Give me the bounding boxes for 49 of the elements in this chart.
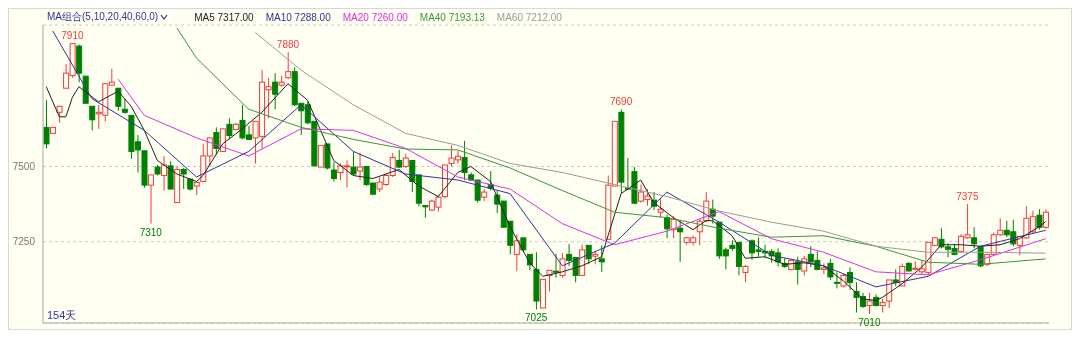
candlestick	[161, 155, 168, 192]
candlestick	[1042, 208, 1049, 230]
candlestick	[585, 244, 592, 265]
candlestick	[461, 140, 468, 181]
candlestick	[285, 51, 292, 80]
candlestick	[664, 214, 671, 239]
candlestick	[833, 271, 840, 289]
candlestick	[513, 233, 520, 272]
candlestick	[1036, 208, 1043, 231]
text: MA60 7212.00	[496, 11, 562, 23]
annotation: 7910	[61, 30, 84, 42]
candlestick	[330, 161, 337, 183]
annotation: 7375	[956, 191, 979, 203]
candlestick	[598, 244, 605, 273]
candlestick	[43, 99, 50, 149]
y-tick-label: 7500	[12, 161, 36, 173]
candlestick	[317, 144, 324, 168]
candlestick	[121, 98, 128, 115]
candlestick	[350, 150, 357, 177]
text: MA20 7260.00	[342, 11, 408, 23]
candlestick	[357, 152, 364, 181]
line-series	[176, 27, 1047, 265]
line-series	[254, 32, 1047, 254]
text: MA10 7288.00	[265, 11, 331, 23]
annotation: 154天	[47, 308, 77, 323]
legend-title: MA组合(5,10,20,40,60,0)	[47, 10, 159, 24]
candlestick	[820, 262, 827, 275]
candlestick	[272, 72, 279, 110]
text: MA5 7317.00	[194, 11, 254, 23]
candlestick	[866, 292, 873, 315]
candlestick	[213, 126, 220, 155]
annotation: 7010	[858, 316, 881, 328]
text: MA40 7193.13	[419, 11, 485, 23]
candlestick	[180, 167, 187, 190]
annotation: 7880	[276, 39, 300, 51]
candlestick	[89, 105, 96, 131]
candlestick	[422, 205, 429, 219]
annotation: 7025	[525, 312, 548, 324]
annotation: 7690	[610, 96, 633, 108]
annotation: 7310	[139, 226, 163, 238]
line-series	[117, 78, 1047, 276]
candlestick	[148, 174, 155, 225]
candlestick	[396, 149, 403, 169]
candlestick	[971, 226, 978, 249]
y-tick-label: 7250	[12, 236, 36, 248]
line-series	[52, 30, 1047, 288]
candlestick	[657, 197, 664, 219]
candlestick	[167, 160, 174, 190]
candlestick	[226, 117, 233, 140]
